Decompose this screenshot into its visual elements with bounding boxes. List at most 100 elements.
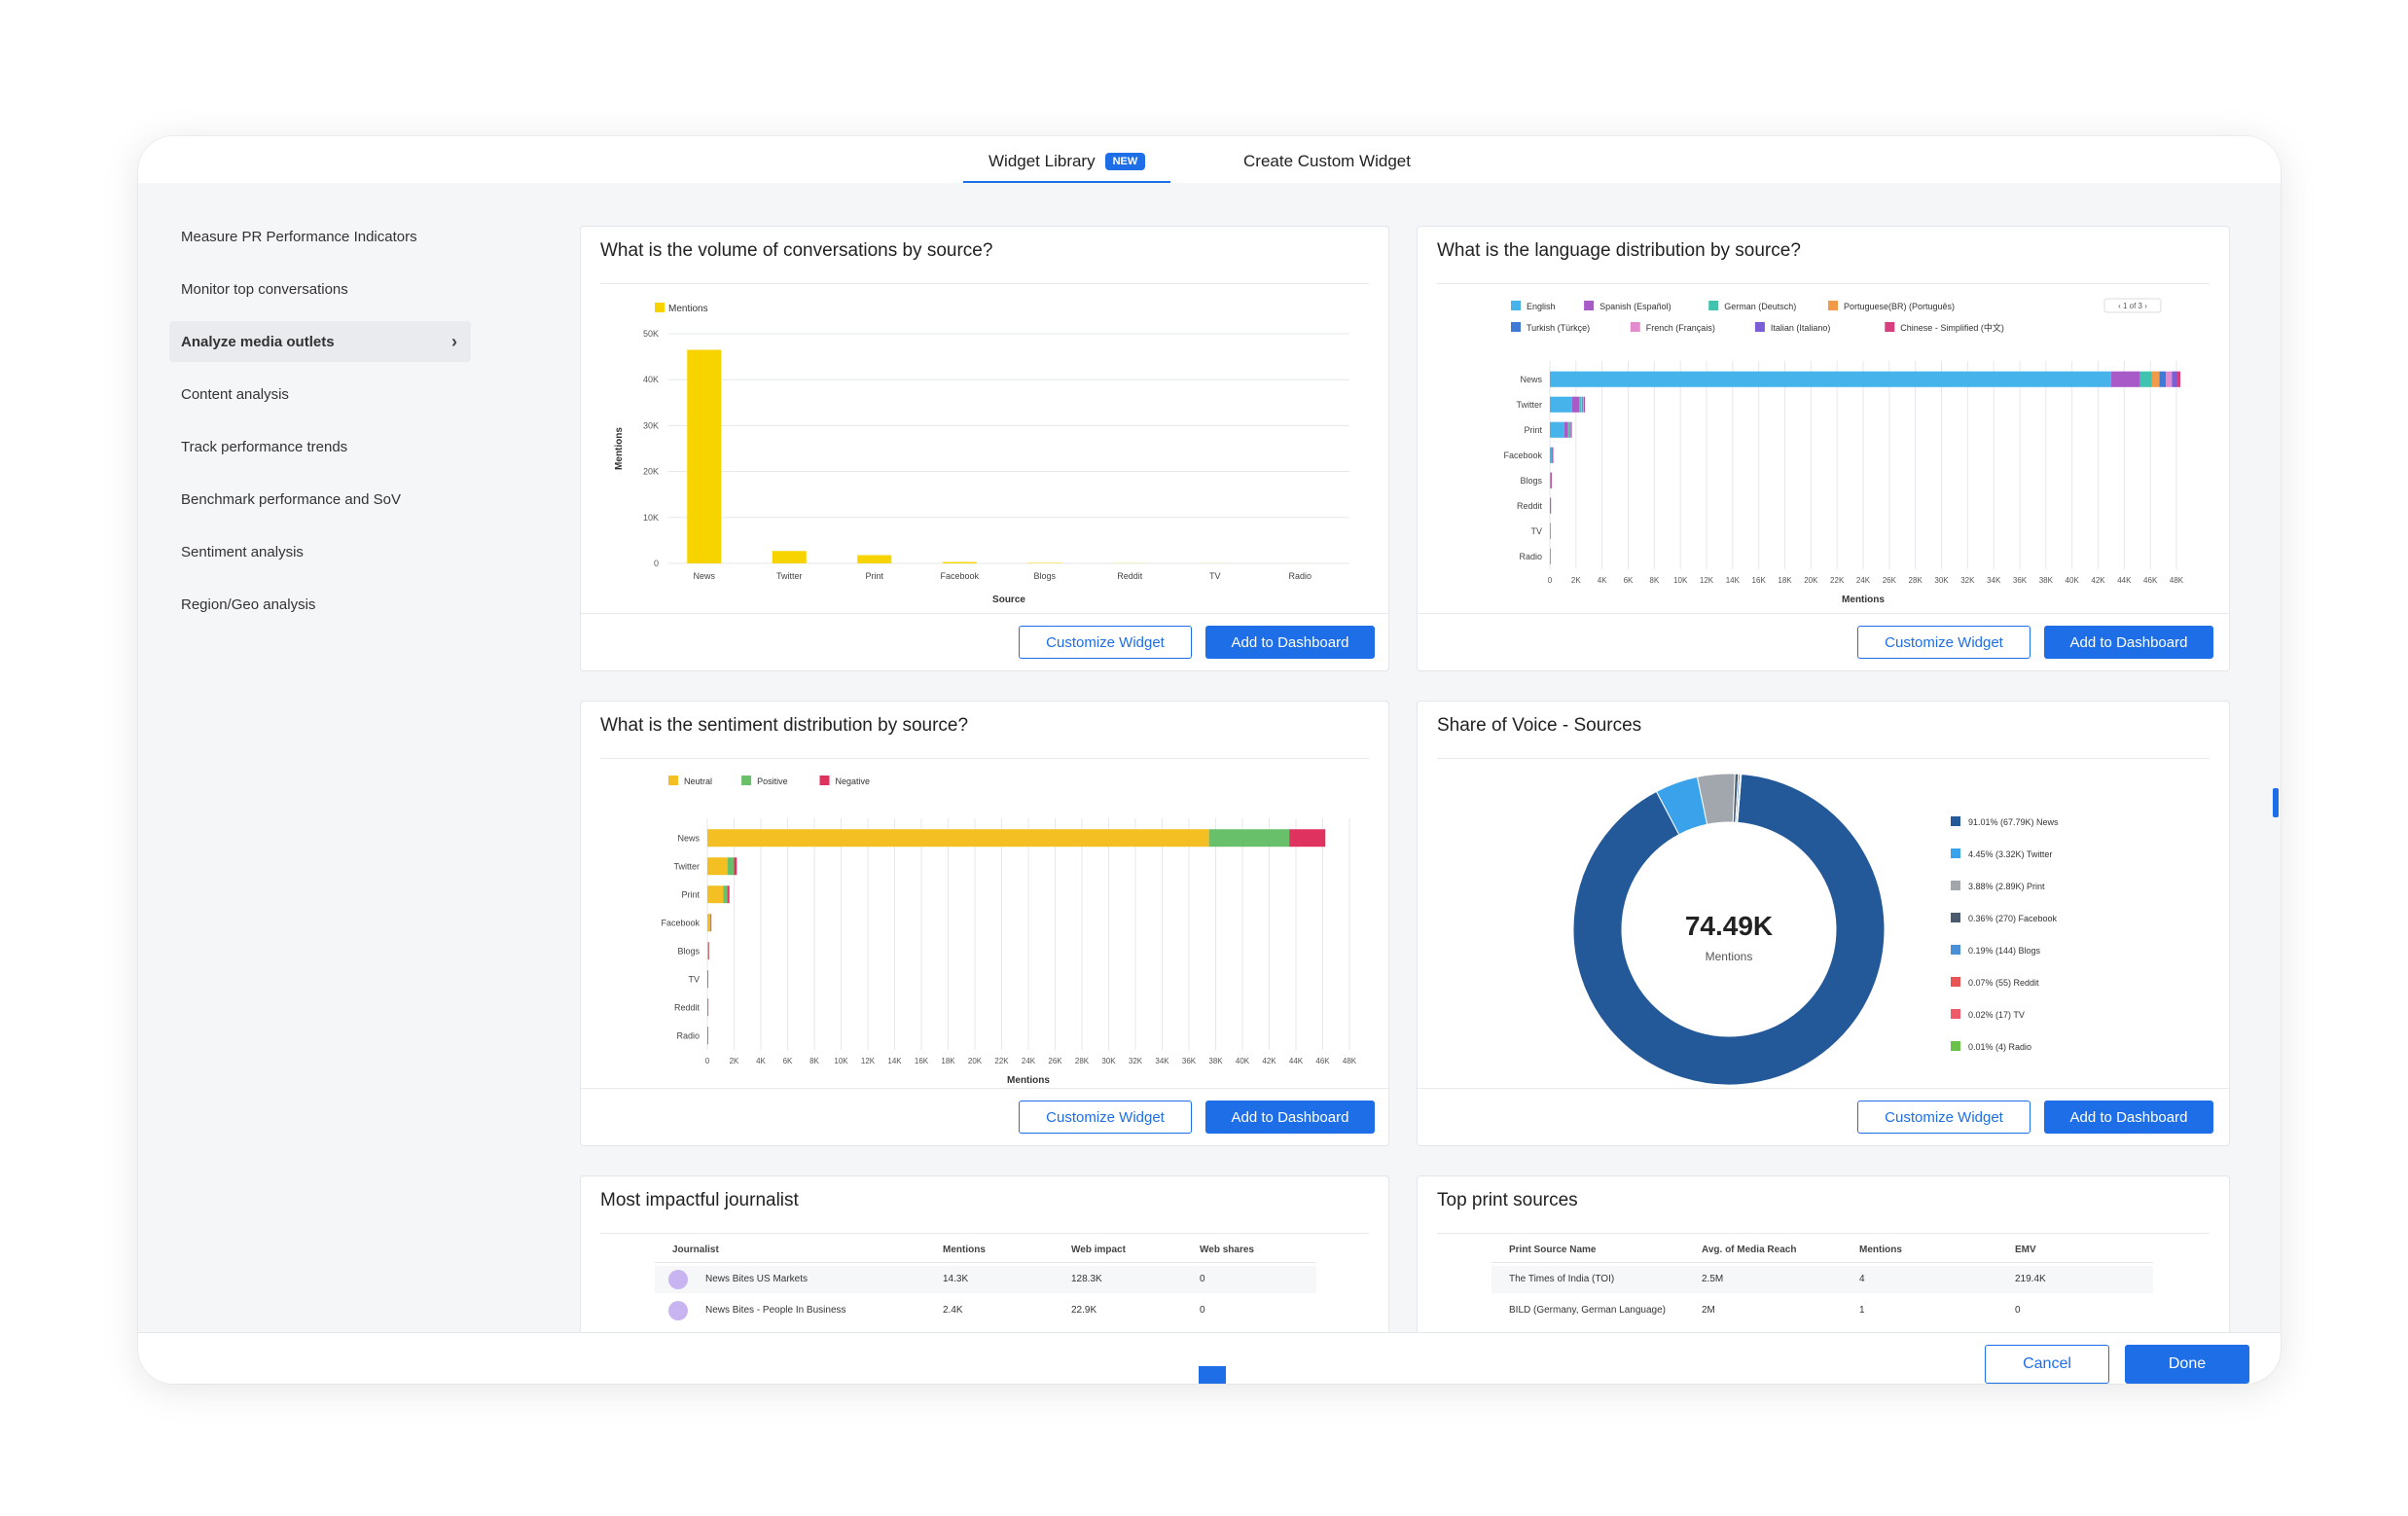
sidebar-item-region-geo[interactable]: Region/Geo analysis — [169, 584, 471, 625]
x-tick-label: 28K — [1075, 1057, 1090, 1065]
bar-segment — [1550, 447, 1553, 463]
table-row[interactable]: The Times of India (TOI) 2.5M 4 219.4K — [1492, 1266, 2153, 1293]
bar-segment — [723, 885, 728, 904]
y-tick-label: 0 — [654, 559, 659, 568]
bar-segment — [1550, 472, 1551, 488]
table-row[interactable]: BILD (Germany, German Language) 2M 1 0 — [1509, 1305, 2021, 1316]
sidebar-item-label: Track performance trends — [181, 438, 348, 455]
customize-widget-button[interactable]: Customize Widget — [1857, 626, 2031, 659]
x-tick-label: Reddit — [1117, 571, 1143, 581]
x-tick-label: 12K — [1700, 576, 1714, 585]
sidebar-item-measure-pr[interactable]: Measure PR Performance Indicators — [169, 216, 471, 257]
legend-swatch — [1951, 913, 1960, 922]
done-button[interactable]: Done — [2125, 1345, 2249, 1384]
legend-label: French (Français) — [1646, 323, 1715, 333]
bar-segment — [1552, 447, 1554, 463]
customize-widget-button[interactable]: Customize Widget — [1019, 1101, 1192, 1134]
table-row[interactable]: News Bites - People In Business 2.4K 22.… — [655, 1297, 1316, 1324]
legend-label: Positive — [757, 776, 788, 786]
donut-slice — [1737, 773, 1743, 823]
bar-segment — [1582, 396, 1584, 413]
bar — [772, 551, 807, 563]
legend-label: Chinese - Simplified (中文) — [1900, 322, 2004, 333]
x-tick-label: 28K — [1909, 576, 1923, 585]
sidebar-item-content-analysis[interactable]: Content analysis — [169, 374, 471, 415]
widget-card-language: What is the language distribution by sou… — [1417, 226, 2230, 671]
bar-segment — [1550, 548, 1551, 564]
avatar — [668, 1301, 688, 1320]
bar-segment — [1570, 421, 1572, 438]
x-tick-label: 26K — [1883, 576, 1897, 585]
column-header[interactable]: Web shares — [1200, 1245, 1254, 1255]
chevron-right-icon: › — [451, 331, 457, 351]
center-label: Mentions — [1706, 950, 1753, 963]
column-header[interactable]: Web impact — [1071, 1245, 1126, 1255]
x-axis-label: Mentions — [1842, 595, 1885, 605]
legend-swatch — [1828, 301, 1838, 310]
legend-label: Italian (Italiano) — [1771, 323, 1831, 333]
customize-widget-button[interactable]: Customize Widget — [1019, 626, 1192, 659]
column-header[interactable]: Mentions — [943, 1245, 986, 1255]
card-title: What is the volume of conversations by s… — [600, 240, 993, 261]
sidebar-item-analyze-media-outlets[interactable]: Analyze media outlets › — [169, 321, 471, 362]
bar-segment — [734, 857, 737, 876]
x-axis-label: Source — [992, 595, 1025, 605]
sidebar-item-monitor-top[interactable]: Monitor top conversations — [169, 269, 471, 309]
x-tick-label: 40K — [2066, 576, 2080, 585]
bar-segment — [1583, 396, 1585, 413]
y-tick-label: Twitter — [673, 862, 700, 872]
column-header[interactable]: EMV — [2015, 1245, 2036, 1255]
column-header[interactable]: Journalist — [672, 1245, 719, 1255]
bar-segment — [2139, 371, 2152, 387]
add-to-dashboard-button[interactable]: Add to Dashboard — [1205, 626, 1375, 659]
y-tick-label: Reddit — [674, 1003, 701, 1013]
avatar — [668, 1270, 688, 1289]
customize-widget-button[interactable]: Customize Widget — [1857, 1101, 2031, 1134]
x-tick-label: 48K — [2170, 576, 2184, 585]
table-row[interactable]: News Bites US Markets 14.3K 128.3K 0 — [655, 1266, 1316, 1293]
legend-label: German (Deutsch) — [1724, 302, 1796, 311]
legend-swatch — [668, 776, 678, 785]
column-header[interactable]: Print Source Name — [1509, 1245, 1597, 1255]
add-to-dashboard-button[interactable]: Add to Dashboard — [2044, 1101, 2213, 1134]
column-header[interactable]: Avg. of Media Reach — [1702, 1245, 1797, 1255]
tab-create-custom-widget[interactable]: Create Custom Widget — [1243, 142, 1411, 181]
y-tick-label: 50K — [643, 329, 659, 339]
legend-swatch — [1511, 322, 1521, 332]
card-title: Share of Voice - Sources — [1437, 715, 1642, 736]
bar-segment — [1550, 371, 2111, 387]
bar-segment — [1571, 396, 1580, 413]
add-to-dashboard-button[interactable]: Add to Dashboard — [2044, 626, 2213, 659]
x-tick-label: 14K — [887, 1057, 902, 1065]
bar-segment — [1552, 447, 1553, 463]
bar-segment — [707, 998, 709, 1017]
x-tick-label: 44K — [1289, 1057, 1304, 1065]
legend-label: Neutral — [684, 776, 712, 786]
x-tick-label: 8K — [809, 1057, 819, 1065]
cancel-button[interactable]: Cancel — [1985, 1345, 2109, 1384]
y-tick-label: 30K — [643, 420, 659, 430]
legend-label: 0.19% (144) Blogs — [1968, 946, 2041, 956]
x-tick-label: 48K — [1343, 1057, 1357, 1065]
sidebar-item-benchmark[interactable]: Benchmark performance and SoV — [169, 479, 471, 520]
sidebar-item-sentiment[interactable]: Sentiment analysis — [169, 531, 471, 572]
x-tick-label: Twitter — [776, 571, 803, 581]
legend-swatch — [1584, 301, 1595, 310]
sidebar-item-track-trends[interactable]: Track performance trends — [169, 426, 471, 467]
add-to-dashboard-button[interactable]: Add to Dashboard — [1205, 1101, 1375, 1134]
y-tick-label: TV — [1530, 526, 1542, 536]
legend-label: 4.45% (3.32K) Twitter — [1968, 849, 2052, 859]
x-tick-label: 42K — [2091, 576, 2105, 585]
resize-handle[interactable] — [1199, 1366, 1226, 1384]
x-tick-label: 6K — [1624, 576, 1634, 585]
sentiment-stacked-bar-chart: Neutral Positive Negative 0 2K 4K 6K 8K 10K 12K 14… — [661, 776, 1357, 1086]
share-of-voice-donut-chart: 74.49K Mentions 91.01% (67.79K) News 4.45% … — [1572, 773, 2059, 1086]
x-tick-label: 8K — [1649, 576, 1659, 585]
legend-swatch — [1951, 945, 1960, 955]
column-header[interactable]: Mentions — [1859, 1245, 1902, 1255]
y-tick-label: 10K — [643, 513, 659, 523]
bar — [687, 349, 722, 563]
bar-segment — [707, 914, 710, 932]
tab-widget-library[interactable]: Widget Library NEW — [963, 142, 1171, 184]
scrollbar-thumb[interactable] — [2273, 788, 2279, 817]
